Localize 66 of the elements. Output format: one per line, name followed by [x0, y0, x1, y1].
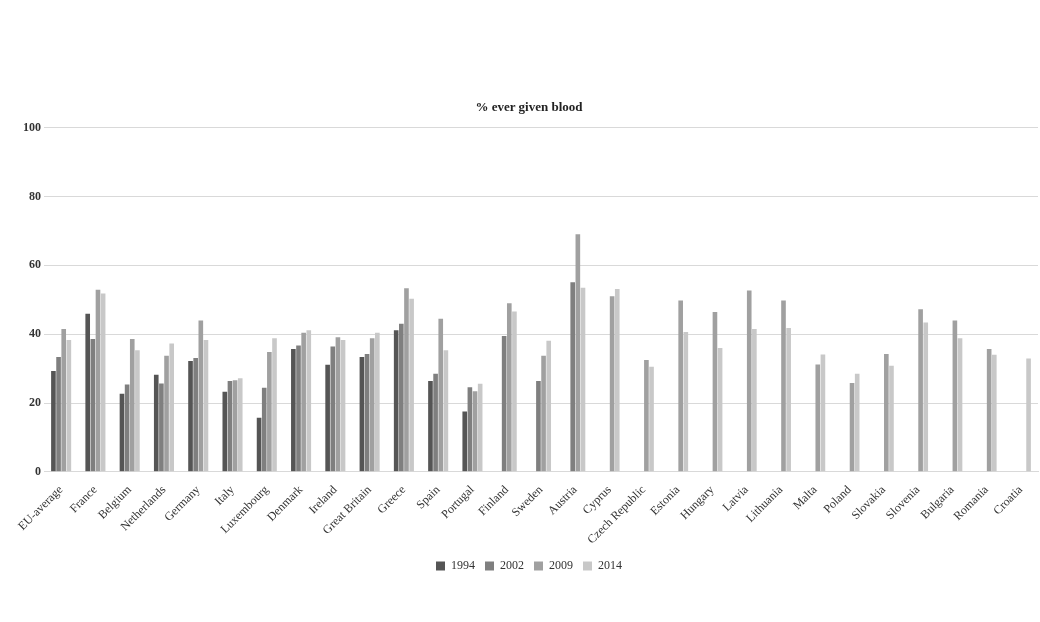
bar [135, 350, 140, 472]
bar [291, 348, 296, 472]
bar [428, 380, 433, 472]
chart-title: % ever given blood [475, 99, 584, 115]
bar [272, 338, 277, 472]
bar [51, 370, 56, 472]
bar [614, 289, 620, 472]
bar [854, 373, 860, 472]
bar [546, 340, 552, 472]
bar [129, 338, 135, 472]
bar [306, 330, 312, 472]
bar [536, 380, 541, 472]
bar [512, 311, 517, 472]
bar [404, 288, 409, 472]
bar [570, 282, 576, 472]
bar [433, 373, 438, 472]
bar [237, 378, 243, 472]
legend-label: 2002 [500, 558, 524, 573]
bar [889, 365, 894, 472]
bar [815, 364, 821, 472]
bar [267, 352, 272, 472]
y-tick-label: 20 [29, 395, 41, 410]
bar [991, 354, 997, 472]
bar [1026, 358, 1031, 472]
bar [541, 355, 546, 472]
bar [746, 290, 752, 472]
bar [649, 366, 654, 472]
bar [85, 313, 91, 472]
bar [506, 303, 512, 472]
bar [752, 328, 757, 472]
legend-label: 2009 [549, 558, 573, 573]
bar [678, 300, 683, 472]
bar [164, 355, 169, 472]
legend-label: 1994 [451, 558, 475, 573]
bar [438, 318, 444, 472]
bar [399, 323, 404, 472]
bar [330, 346, 336, 472]
bar [375, 332, 380, 472]
bar [923, 322, 929, 472]
bar [296, 345, 301, 472]
bar [198, 320, 204, 472]
bar [169, 343, 174, 472]
y-tick-label: 40 [29, 326, 41, 341]
y-tick-label: 100 [23, 119, 41, 134]
bar [325, 364, 330, 472]
y-tick-label: 60 [29, 257, 41, 272]
bar [781, 300, 786, 472]
bar [644, 359, 649, 472]
bar [193, 357, 198, 472]
legend-label: 2014 [598, 558, 622, 573]
bar [188, 361, 193, 472]
y-tick-label: 80 [29, 188, 41, 203]
bar [409, 298, 414, 472]
bar [369, 338, 375, 472]
bar [462, 411, 468, 472]
bar [222, 391, 228, 472]
bar [159, 383, 164, 472]
bar [261, 387, 267, 472]
bar [884, 354, 889, 472]
bar [301, 332, 306, 472]
bar [918, 309, 923, 472]
bar [153, 374, 159, 472]
bar [786, 327, 791, 472]
bar [61, 328, 67, 472]
bar [56, 356, 61, 472]
y-tick-label: 0 [35, 463, 41, 478]
